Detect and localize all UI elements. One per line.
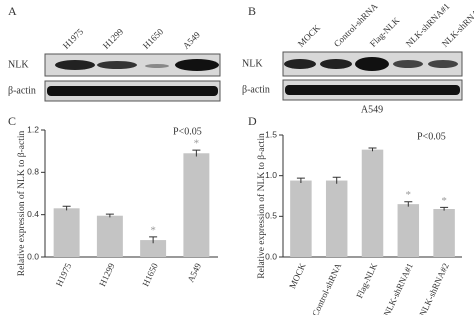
band (97, 61, 137, 69)
y-tick-label: 1.0 (265, 170, 277, 180)
band (47, 86, 218, 96)
x-tick-label: MOCK (287, 261, 308, 290)
band (175, 59, 219, 71)
lane-label: A549 (181, 29, 203, 51)
lane-label: H1975 (61, 26, 86, 51)
bar (53, 208, 80, 257)
y-tick-label: 0.8 (27, 167, 39, 177)
x-tick-label: NLK-shRNA#2 (417, 261, 450, 315)
error-bar (368, 147, 377, 152)
annotation: P<0.05 (417, 131, 446, 142)
x-tick-label: H1975 (54, 261, 74, 288)
row-label: β-actin (242, 84, 270, 95)
bar (290, 180, 312, 257)
row-label: NLK (242, 58, 263, 69)
error-bar (192, 149, 201, 157)
band (393, 60, 423, 68)
y-tick-label: 0.0 (27, 251, 39, 261)
y-tick-label: 0.0 (265, 251, 277, 261)
lane-label: MOCK (296, 22, 323, 49)
band (428, 60, 458, 68)
panel-label: B (248, 4, 256, 18)
annotation: P<0.05 (173, 126, 202, 137)
panel-label: D (248, 114, 257, 128)
y-axis-label: Relative expression of NLK to β-actin (16, 131, 27, 277)
error-bar (296, 177, 305, 183)
significance-mark: * (194, 138, 200, 150)
band (285, 85, 460, 95)
y-axis-label: Relative expression of NLK to β-actin (256, 133, 267, 279)
panel-label: C (8, 114, 16, 128)
band (320, 59, 352, 69)
y-tick-label: 0.5 (265, 211, 277, 221)
significance-mark: * (150, 224, 156, 236)
x-tick-label: H1650 (140, 261, 160, 288)
lane-label: H1299 (101, 26, 126, 51)
y-tick-label: 0.4 (27, 209, 39, 219)
bar (397, 204, 420, 257)
error-bar (149, 236, 158, 244)
x-tick-label: NLK-shRNA#1 (382, 261, 415, 315)
bar (361, 149, 384, 257)
band (145, 64, 169, 68)
x-tick-label: Flag-NLK (354, 261, 379, 300)
bar (183, 153, 210, 257)
band (355, 57, 389, 71)
error-bar (404, 201, 413, 207)
error-bar (440, 206, 449, 211)
x-tick-label: A549 (186, 261, 204, 284)
blot-caption: A549 (361, 104, 383, 115)
lane-label: H1650 (141, 26, 166, 51)
band (284, 59, 316, 69)
row-label: β-actin (8, 85, 36, 96)
bar (325, 180, 348, 257)
y-tick-label: 1.5 (265, 129, 277, 139)
error-bar (332, 176, 341, 184)
significance-mark: * (441, 195, 447, 207)
y-tick-label: 1.2 (27, 124, 39, 134)
bar (140, 240, 167, 257)
bar (433, 209, 455, 257)
panel-label: A (8, 4, 17, 18)
significance-mark: * (406, 189, 412, 201)
x-tick-label: H1299 (97, 261, 117, 288)
lane-label: Flag-NLK (368, 15, 402, 49)
row-label: NLK (8, 59, 29, 70)
band (55, 60, 95, 70)
bar (96, 215, 123, 257)
error-bar (62, 205, 71, 211)
x-tick-label: Control-shRNA (310, 261, 344, 315)
error-bar (105, 213, 114, 218)
